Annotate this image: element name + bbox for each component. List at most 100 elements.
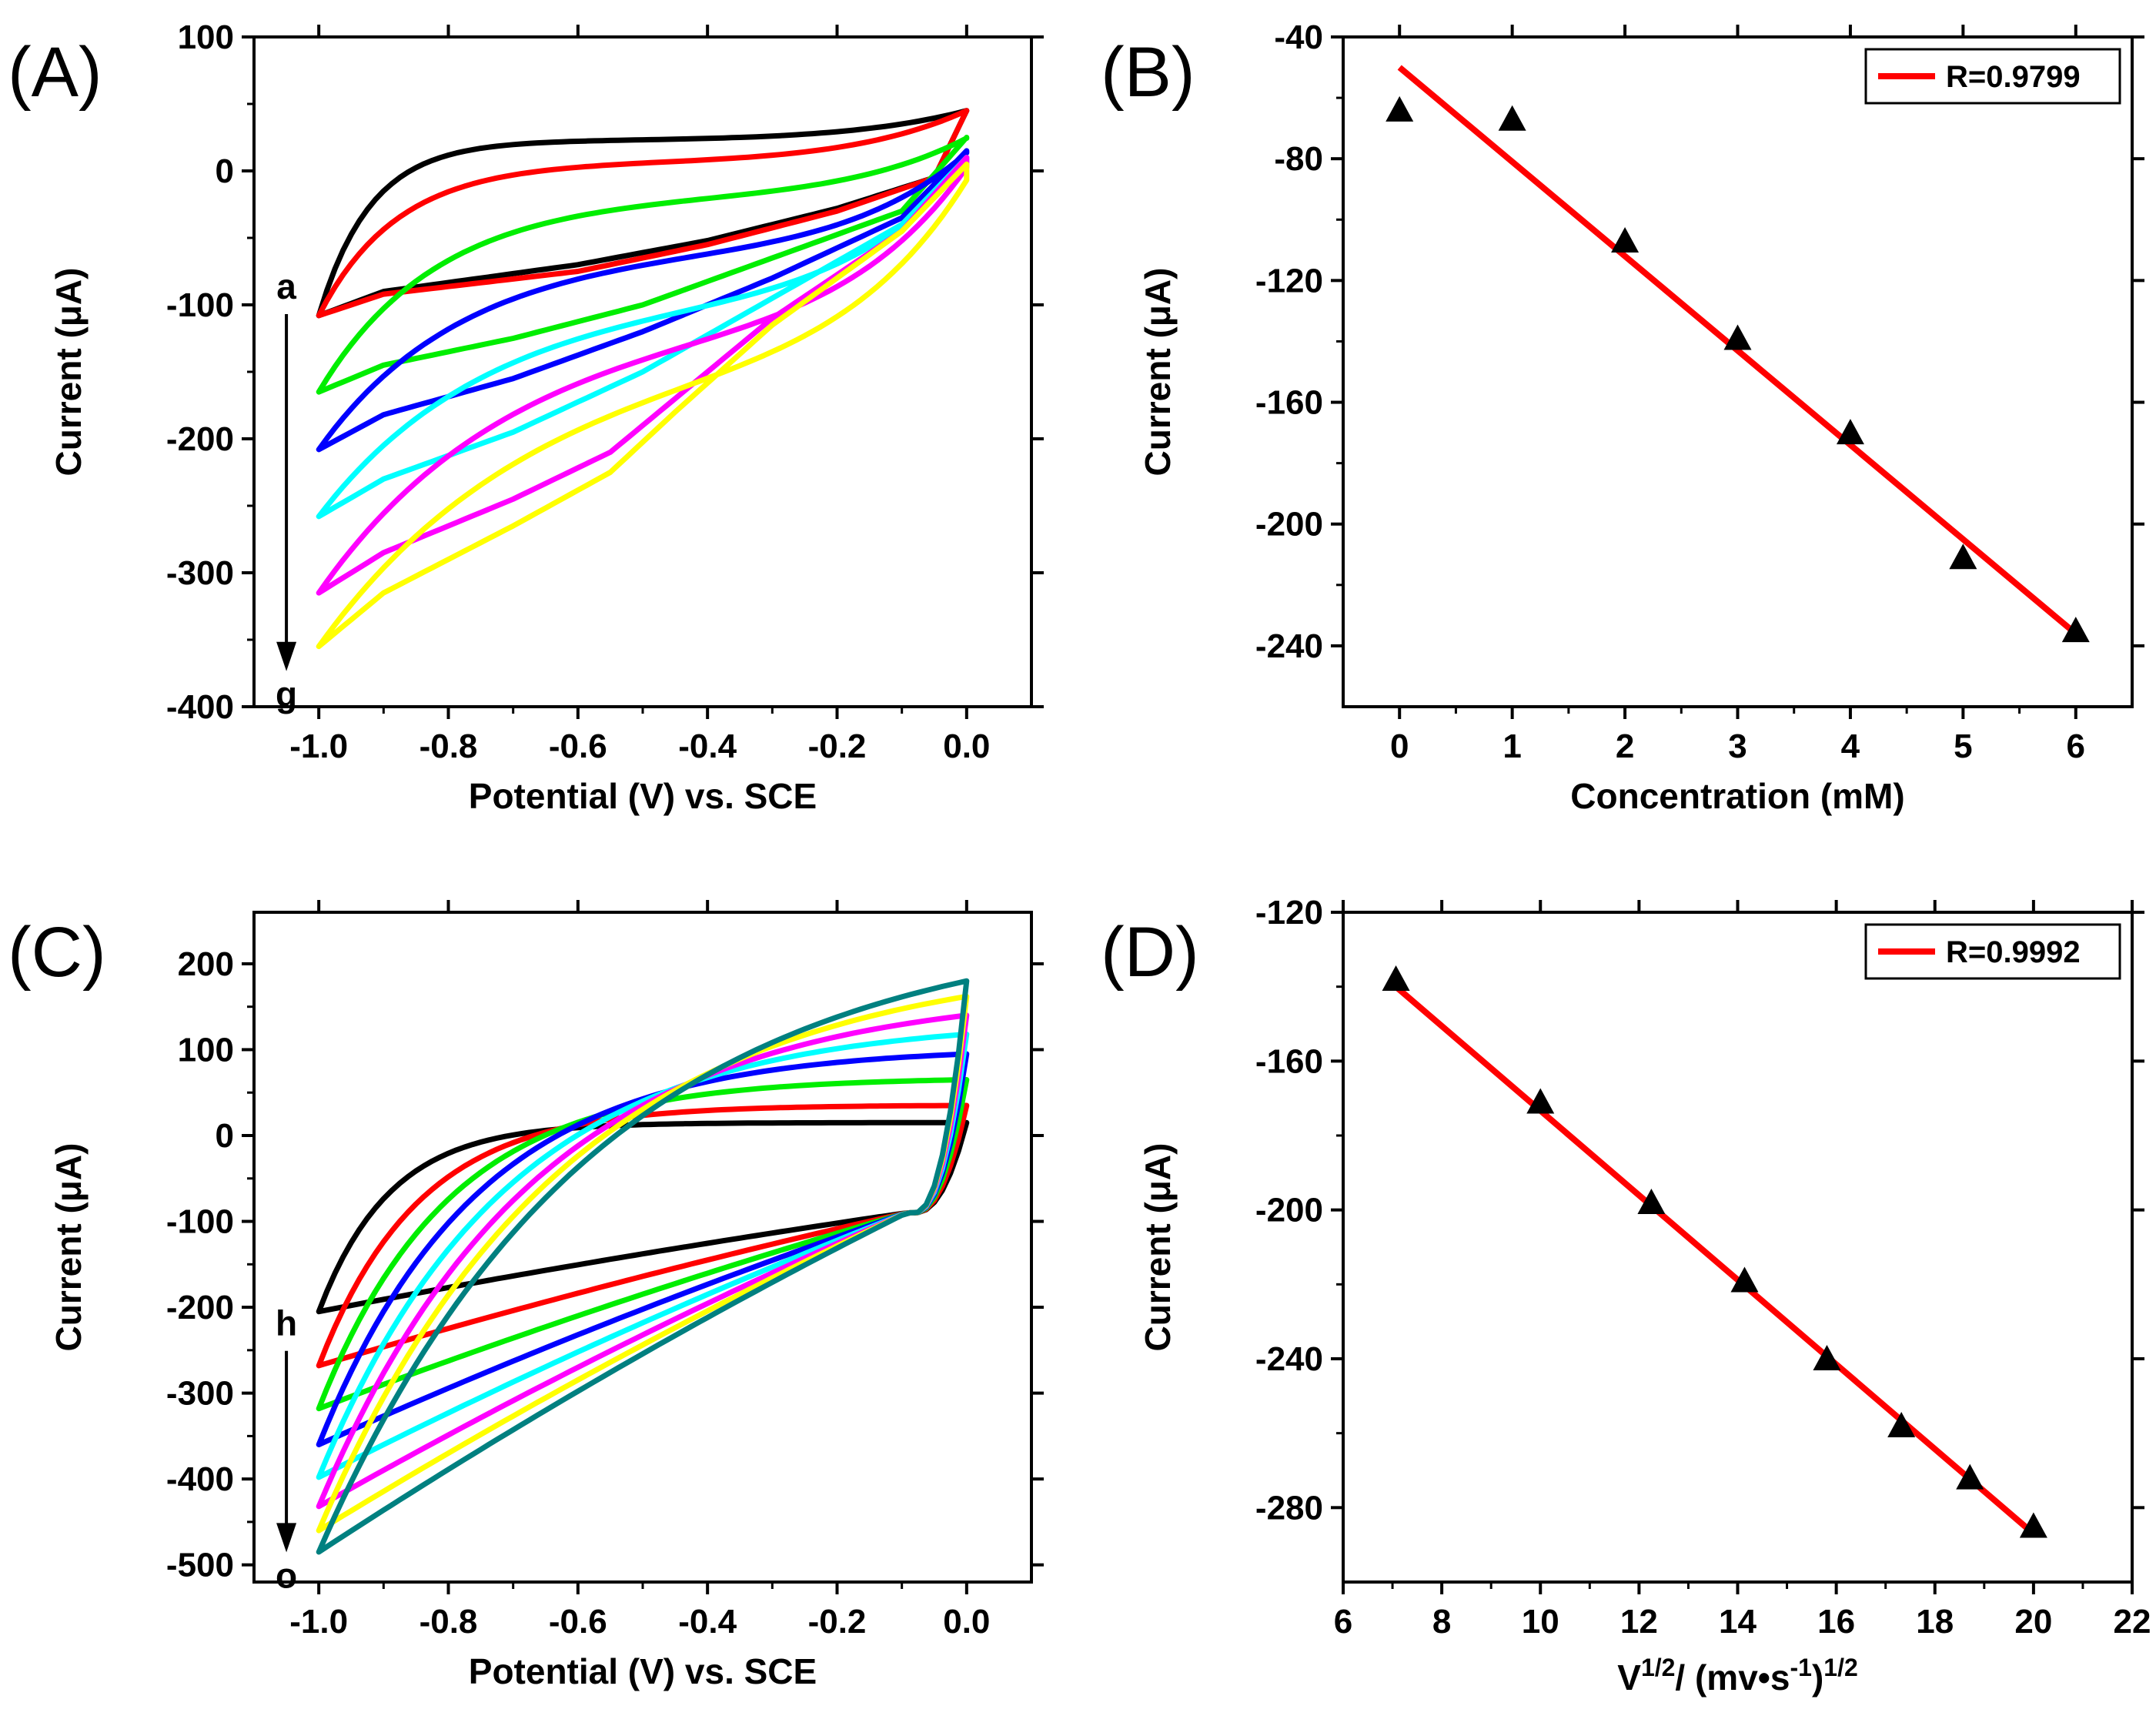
data-point-2 [1611, 226, 1640, 253]
y-tick-label: 0 [216, 152, 234, 190]
y-axis-label: Current (μA) [48, 1143, 89, 1352]
sweep-arrow-head [276, 1523, 297, 1553]
y-tick-label: 0 [216, 1117, 234, 1155]
data-point-2 [1637, 1189, 1666, 1214]
panel-label: (A) [8, 33, 102, 112]
data-point-0 [1382, 965, 1410, 991]
arrow-start-label: a [276, 266, 296, 306]
cv-curve-d [316, 148, 970, 453]
y-tick-label: -40 [1274, 18, 1323, 56]
x-tick-label: -0.8 [420, 728, 478, 765]
y-tick-label: -120 [1255, 262, 1323, 299]
x-axis-label: V1/2/ (mv•s-1)1/2 [1617, 1654, 1858, 1698]
y-tick-label: 100 [178, 1031, 234, 1069]
y-tick-label: -500 [166, 1547, 234, 1584]
y-tick-label: -100 [166, 286, 234, 324]
legend-label: R=0.9992 [1946, 935, 2081, 969]
fit-line [1397, 65, 2078, 637]
x-tick-label: -1.0 [289, 728, 348, 765]
x-tick-label: 16 [1817, 1603, 1855, 1641]
x-tick-label: -0.2 [808, 728, 867, 765]
x-tick-label: -0.6 [549, 1603, 607, 1641]
data-point-1 [1498, 105, 1526, 131]
x-axis-label: Potential (V) vs. SCE [469, 776, 817, 816]
arrow-end-label: o [276, 1555, 297, 1595]
data-point-3 [1723, 324, 1752, 350]
y-tick-label: -300 [166, 1375, 234, 1413]
plot-frame [1342, 911, 2134, 1584]
x-tick-label: 4 [1841, 728, 1860, 765]
data-point-7 [2019, 1512, 2047, 1538]
chart-panel-0: (A) -1.0 -0.8 -0.6 -0.4 -0.2 0.0 -400 -300 -200 -1… [8, 18, 1044, 816]
y-tick-label: 100 [178, 18, 234, 56]
data-point-3 [1730, 1266, 1759, 1293]
y-tick-label: -280 [1255, 1489, 1323, 1527]
x-tick-label: 14 [1719, 1603, 1757, 1641]
legend: R=0.9799 [1864, 48, 2121, 105]
data-point-5 [1949, 544, 1977, 570]
y-tick-label: -160 [1255, 384, 1323, 422]
sweep-arrow-head [276, 641, 297, 671]
y-tick-label: -240 [1255, 627, 1323, 665]
y-axis-label: Current (μA) [1138, 1143, 1178, 1352]
y-tick-label: -200 [1255, 1192, 1323, 1229]
x-axis-label-part: 1/2 [1641, 1654, 1675, 1681]
x-axis-label-part: 1/2 [1823, 1654, 1857, 1681]
x-axis-label-part: -1 [1790, 1654, 1811, 1681]
data-point-4 [1813, 1345, 1841, 1370]
x-tick-label: 10 [1522, 1603, 1559, 1641]
fit-line [1393, 984, 2036, 1537]
x-axis-label-part: / (mv•s [1675, 1657, 1790, 1698]
x-tick-label: 0 [1390, 728, 1409, 765]
x-tick-label: -0.4 [678, 728, 737, 765]
panel-label: (C) [8, 913, 106, 992]
y-tick-label: -80 [1274, 140, 1323, 178]
arrow-start-label: h [276, 1303, 297, 1343]
x-tick-label: -0.8 [420, 1603, 478, 1641]
legend: R=0.9992 [1864, 923, 2121, 980]
arrow-end-label: g [276, 674, 297, 714]
cv-curve-i [316, 1102, 970, 1369]
y-tick-label: -200 [1255, 506, 1323, 544]
cv-curve-j [316, 1077, 970, 1412]
y-tick-label: -200 [166, 1289, 234, 1326]
cv-curve-b [316, 108, 970, 319]
x-tick-label: 6 [1334, 1603, 1352, 1641]
panel-label: (B) [1101, 33, 1195, 112]
data-point-0 [1386, 95, 1414, 122]
x-tick-label: 1 [1503, 728, 1521, 765]
plot-frame [252, 911, 1033, 1584]
y-tick-label: 200 [178, 945, 234, 983]
x-tick-label: 2 [1616, 728, 1634, 765]
chart-panel-2: (C) -1.0 -0.8 -0.6 -0.4 -0.2 0.0 -500 -400 -300 -2… [8, 900, 1044, 1691]
x-tick-label: -0.2 [808, 1603, 867, 1641]
cv-curve-g [316, 161, 970, 650]
panel-label: (D) [1101, 913, 1199, 992]
y-tick-label: -100 [166, 1203, 234, 1241]
x-tick-label: 8 [1432, 1603, 1451, 1641]
x-tick-label: 6 [2067, 728, 2085, 765]
y-tick-label: -200 [166, 420, 234, 458]
x-tick-label: 22 [2114, 1603, 2151, 1641]
x-tick-label: 0.0 [943, 728, 990, 765]
x-tick-label: 12 [1620, 1603, 1658, 1641]
cv-curve-h [316, 1119, 970, 1315]
x-tick-label: 18 [1916, 1603, 1954, 1641]
plot-frame [1342, 35, 2134, 708]
x-tick-label: -0.4 [678, 1603, 737, 1641]
y-axis-label: Current (μA) [1138, 268, 1178, 477]
data-point-5 [1887, 1412, 1916, 1437]
legend-label: R=0.9799 [1946, 60, 2081, 94]
x-axis-label: Concentration (mM) [1570, 776, 1904, 816]
y-tick-label: -240 [1255, 1340, 1323, 1378]
data-point-1 [1526, 1088, 1555, 1114]
x-axis-label-part: ) [1812, 1657, 1823, 1698]
y-tick-label: -300 [166, 554, 234, 592]
x-tick-label: -1.0 [289, 1603, 348, 1641]
chart-panel-3: (D) 6 8 10 12 14 16 18 20 22 -280 -240 -200 -160 -120 C… [1101, 894, 2151, 1698]
y-tick-label: -120 [1255, 894, 1323, 932]
cv-curve-c [316, 135, 970, 395]
x-tick-label: 0.0 [943, 1603, 990, 1641]
x-axis-label: Potential (V) vs. SCE [469, 1651, 817, 1691]
